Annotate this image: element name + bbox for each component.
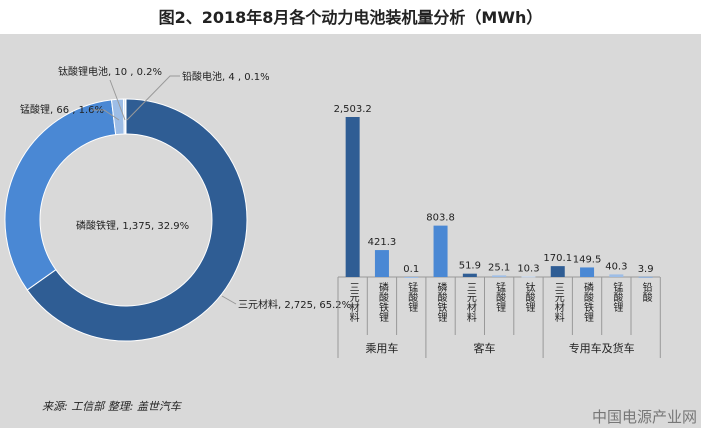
bar <box>609 274 624 277</box>
bar-category-label: 锰酸锂 <box>611 281 623 312</box>
leader-line <box>126 75 180 121</box>
site-watermark: 中国电源产业网 <box>591 408 697 426</box>
bar-category-label: 三元材料 <box>464 282 476 323</box>
bar <box>404 276 419 278</box>
leader-line <box>92 109 120 121</box>
bar-category-label: 钛酸锂 <box>523 282 535 312</box>
group-label: 乘用车 <box>365 341 398 355</box>
bar-value-label: 0.1 <box>403 264 419 275</box>
bar-value-label: 25.1 <box>488 262 510 273</box>
bar-category-label: 磷酸铁锂 <box>582 281 594 322</box>
bar <box>374 250 389 277</box>
bar-value-label: 10.3 <box>517 263 539 274</box>
bar-category-label: 磷酸铁锂 <box>435 281 447 322</box>
bar <box>580 267 595 277</box>
donut-data-label: 锰酸锂, 66 , 1.6% <box>20 103 104 116</box>
donut-data-label: 铅酸电池, 4 , 0.1% <box>182 70 270 83</box>
donut-slice <box>26 98 248 342</box>
donut-data-label: 磷酸铁锂, 1,375, 32.9% <box>76 219 189 232</box>
bar-category-label: 磷酸铁锂 <box>376 281 388 322</box>
bar-category-label: 三元材料 <box>552 282 564 323</box>
bar <box>492 275 507 277</box>
bar-value-label: 51.9 <box>459 261 481 272</box>
bar-value-label: 803.8 <box>426 213 455 224</box>
bar-value-label: 2,503.2 <box>334 104 372 115</box>
bar-value-label: 421.3 <box>368 237 397 248</box>
bar-value-label: 3.9 <box>638 264 654 275</box>
leader-line <box>109 79 126 121</box>
donut-slice <box>4 99 117 291</box>
source-note: 来源: 工信部 整理: 盖世汽车 <box>42 400 181 413</box>
chart-title: 图2、2018年8月各个动力电池装机量分析（MWh） <box>158 8 543 27</box>
group-label: 专用车及货车 <box>569 341 635 355</box>
bar-category-label: 三元材料 <box>347 282 359 323</box>
bar-value-label: 40.3 <box>605 261 627 272</box>
donut-data-label: 三元材料, 2,725, 65.2% <box>238 298 351 311</box>
bar-category-label: 锰酸锂 <box>406 281 418 312</box>
bar <box>433 225 448 277</box>
bar <box>638 276 653 278</box>
bar-category-label: 锰酸锂 <box>494 281 506 312</box>
bar-category-label: 铅酸 <box>640 281 652 303</box>
donut-data-label: 钛酸锂电池, 10 , 0.2% <box>58 65 162 78</box>
bar <box>521 276 536 278</box>
group-label: 客车 <box>474 341 496 355</box>
leader-line <box>221 295 237 305</box>
bar-value-label: 149.5 <box>573 254 602 265</box>
bar <box>462 273 477 277</box>
donut-slice <box>124 98 127 135</box>
bar <box>550 266 565 277</box>
bar-value-label: 170.1 <box>543 253 572 264</box>
bar <box>345 117 360 277</box>
